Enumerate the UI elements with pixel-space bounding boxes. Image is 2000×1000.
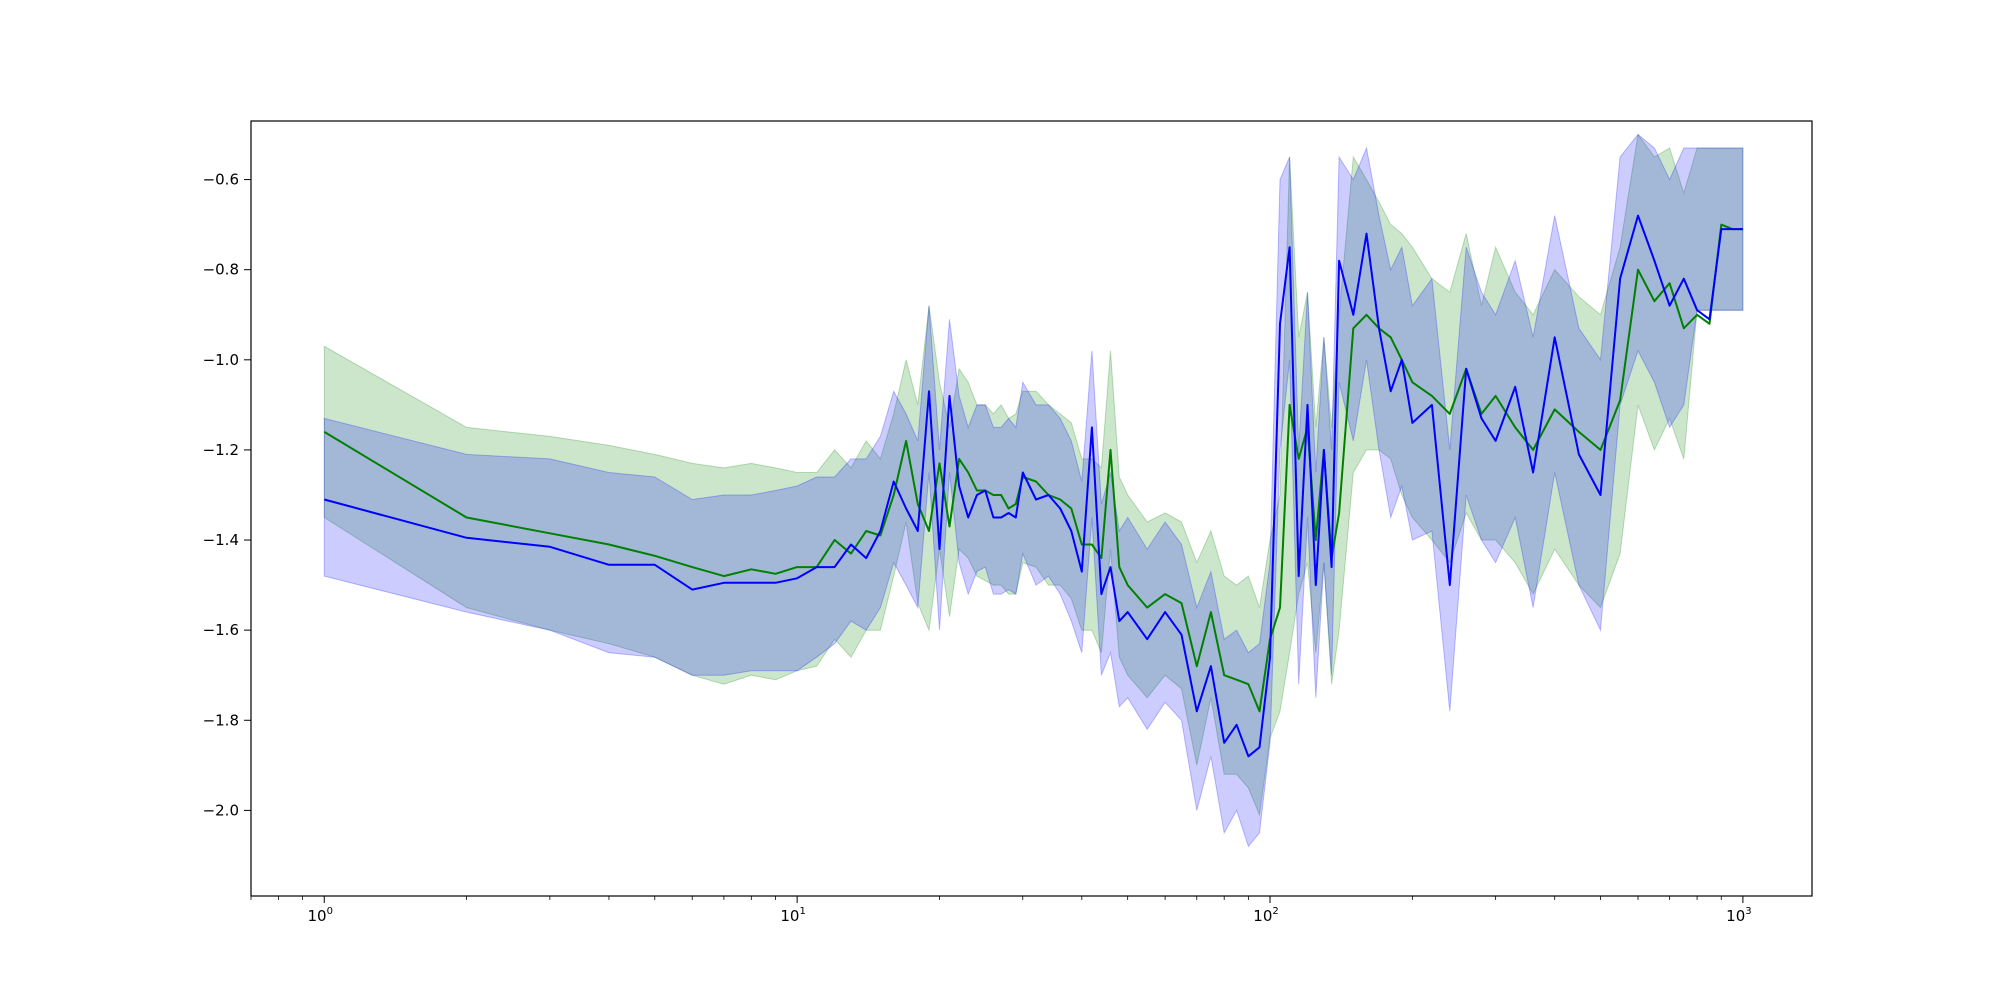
x-tick-label: 102	[1253, 906, 1278, 925]
x-tick-exponent: 2	[1272, 906, 1278, 917]
confidence-bands	[323, 133, 1744, 848]
confidence-band-2	[323, 133, 1744, 848]
y-tick-label: −2.0	[203, 801, 239, 819]
y-tick-label: −1.0	[203, 351, 239, 369]
x-tick-exponent: 0	[327, 906, 333, 917]
plot-frame	[250, 120, 1813, 897]
y-tick-label: −1.2	[203, 441, 239, 459]
y-tick-label: −1.8	[203, 711, 239, 729]
x-tick-label: 100	[308, 906, 333, 925]
y-axis: −0.6 −0.8 −1.0 −1.2 −1.4 −1.6 −1.8 −2.0	[203, 171, 251, 819]
series-line-2	[324, 214, 1743, 758]
y-tick-label: −0.6	[203, 171, 239, 189]
y-tick-label: −1.6	[203, 621, 239, 639]
confidence-band-1	[323, 133, 1744, 817]
x-tick-exponent: 1	[799, 906, 805, 917]
series-lines	[323, 214, 1743, 758]
y-tick-label: −1.4	[203, 531, 239, 549]
y-tick-label: −0.8	[203, 261, 239, 279]
x-tick-exponent: 3	[1745, 906, 1751, 917]
